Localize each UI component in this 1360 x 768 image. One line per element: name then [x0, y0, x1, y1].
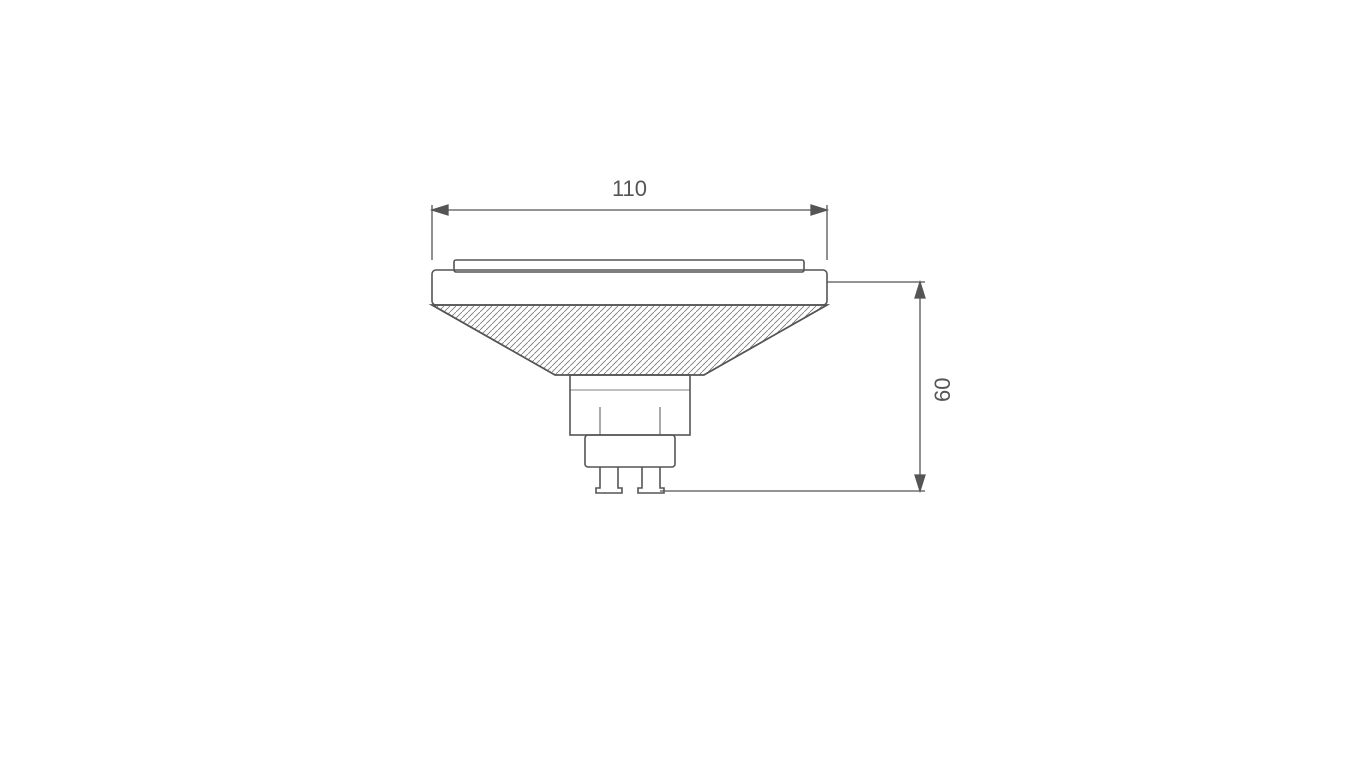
- width-dimension-label: 110: [432, 176, 827, 202]
- height-dimension-label: 60: [930, 350, 956, 430]
- width-dimension: [432, 205, 827, 260]
- drawing-svg: [0, 0, 1360, 768]
- drawing-stage: 110 60: [0, 0, 1360, 768]
- lamp-outline: [432, 260, 827, 493]
